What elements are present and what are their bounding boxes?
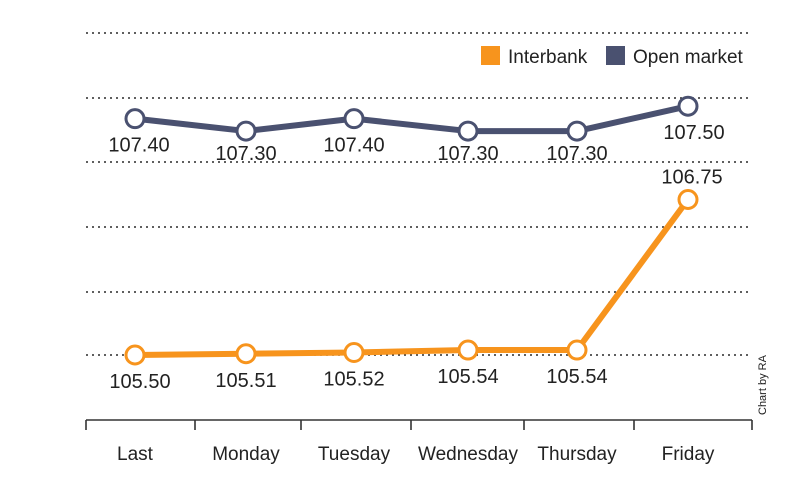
legend-label: Open market	[633, 47, 744, 68]
data-point	[124, 108, 146, 130]
data-label: 105.52	[323, 369, 384, 391]
data-point	[124, 344, 146, 366]
legend-item: Interbank	[481, 46, 588, 68]
data-label: 105.54	[437, 366, 498, 388]
data-label: 107.30	[437, 143, 498, 165]
series-open-market: 107.40 107.30 107.40 107.30 107.30 107.50	[108, 95, 725, 165]
data-label: 105.51	[215, 370, 276, 392]
x-tick-label: Tuesday	[318, 444, 391, 465]
x-tick-label: Thursday	[537, 444, 617, 465]
series-line	[132, 196, 691, 358]
data-label: 105.54	[546, 366, 607, 388]
data-label: 107.30	[215, 143, 276, 165]
data-label: 105.50	[109, 371, 170, 393]
gridlines	[86, 32, 752, 356]
data-point	[566, 339, 588, 361]
legend-swatch	[481, 46, 500, 65]
legend-item: Open market	[606, 46, 744, 68]
x-tick-label: Monday	[212, 444, 280, 465]
data-point	[343, 342, 365, 364]
data-label: 107.40	[323, 135, 384, 157]
data-point	[677, 189, 699, 210]
data-point	[343, 108, 365, 130]
data-label: 107.50	[663, 122, 724, 144]
x-tick-label: Friday	[662, 444, 715, 465]
data-point	[235, 120, 257, 142]
legend-swatch	[606, 46, 625, 65]
legend: Interbank Open market	[481, 46, 744, 68]
data-label: 106.75	[661, 167, 722, 189]
series-layer: 105.50 105.51 105.52 105.54 105.54106.75107.…	[108, 95, 725, 394]
series-line	[132, 103, 691, 135]
data-point	[235, 343, 257, 365]
x-axis: Last Monday Tuesday Wednesday Thursday Friday	[85, 419, 753, 465]
data-label: 107.30	[546, 143, 607, 165]
data-point	[457, 339, 479, 361]
series-interbank: 105.50 105.51 105.52 105.54 105.54 106.75	[109, 167, 722, 394]
data-point	[677, 95, 699, 117]
chart-credit: Chart by RA	[757, 354, 769, 415]
data-point	[566, 120, 588, 142]
data-point	[457, 120, 479, 142]
data-label: 107.40	[108, 135, 169, 157]
x-tick-label: Wednesday	[418, 444, 518, 465]
legend-label: Interbank	[508, 47, 588, 68]
x-tick-label: Last	[117, 444, 154, 465]
